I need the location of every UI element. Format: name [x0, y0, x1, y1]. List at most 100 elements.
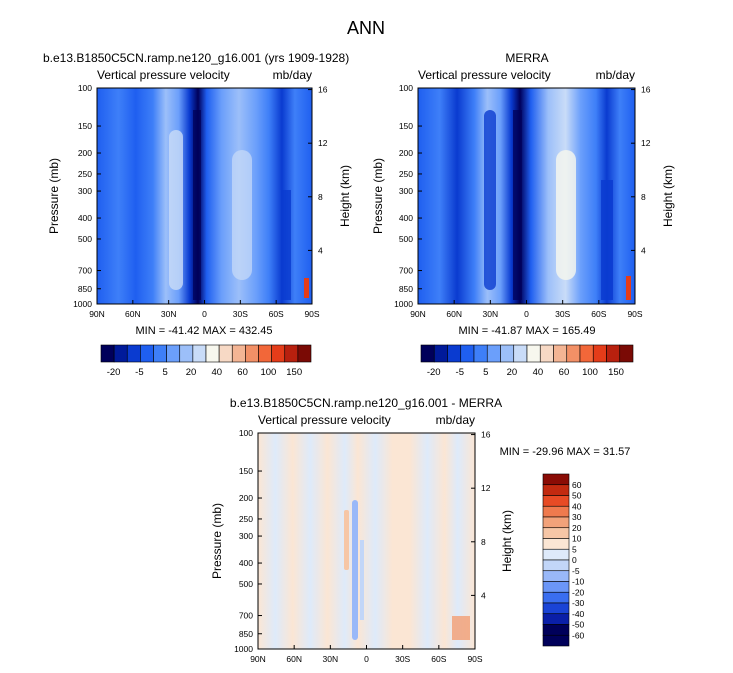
- model-colorbar-swatch: [153, 344, 167, 363]
- obs-height-tick-label: 4: [641, 245, 646, 255]
- model-x-tick-label: 90S: [304, 309, 319, 319]
- panel-obs-core-3: [556, 150, 576, 280]
- obs-y-tick-label: 1000: [394, 299, 413, 309]
- obs-colorbar-swatch: [592, 344, 607, 363]
- model-colorbar-swatch: [245, 344, 259, 363]
- obs-colorbar-swatch: [553, 344, 568, 363]
- model-height-tick-label: 12: [318, 138, 328, 148]
- model-y-tick-label: 400: [78, 213, 92, 223]
- diff-colorbar-label: 20: [572, 523, 582, 533]
- diff-x-tick-label: 60S: [431, 654, 446, 664]
- obs-y-tick-label: 150: [399, 121, 413, 131]
- diff-colorbar-swatch: [542, 624, 570, 636]
- diff-colorbar-swatch: [542, 516, 570, 529]
- panel-obs-red-patch: [626, 276, 631, 300]
- diff-y-tick-label: 850: [239, 629, 253, 639]
- model-colorbar-swatch: [231, 344, 246, 363]
- obs-colorbar-swatch: [513, 344, 528, 363]
- model-colorbar-label: 40: [212, 367, 223, 378]
- obs-colorbar-swatch: [433, 344, 448, 363]
- obs-colorbar-swatch: [500, 344, 515, 363]
- model-colorbar-swatch: [258, 344, 272, 363]
- diff-x-tick-label: 30N: [323, 654, 339, 664]
- model-height-tick-label: 16: [318, 85, 328, 95]
- model-x-tick-label: 30S: [233, 309, 248, 319]
- obs-x-tick-label: 30N: [483, 309, 499, 319]
- diff-colorbar-label: -20: [572, 587, 585, 597]
- panel-model: b.e13.B1850C5CN.ramp.ne120_g16.001 (yrs …: [43, 51, 352, 378]
- diff-colorbar-swatch: [542, 581, 570, 593]
- obs-colorbar-label: 40: [533, 367, 544, 378]
- model-y-tick-label: 700: [78, 266, 92, 276]
- diff-x-tick-label: 90S: [467, 654, 482, 664]
- model-colorbar-label: 20: [186, 367, 197, 378]
- diff-colorbar-swatch: [542, 505, 570, 518]
- diff-colorbar-swatch: [542, 591, 570, 604]
- diff-y-tick-label: 500: [239, 579, 253, 589]
- model-colorbar-label: -5: [135, 367, 143, 378]
- panel-model-core-4: [281, 190, 291, 300]
- model-colorbar-label: 60: [237, 367, 248, 378]
- obs-y-tick-label: 500: [399, 234, 413, 244]
- model-colorbar-swatch: [271, 344, 286, 363]
- diff-y-tick-label: 200: [239, 493, 253, 503]
- panel-diff-title: b.e13.B1850C5CN.ramp.ne120_g16.001 - MER…: [230, 396, 502, 410]
- obs-x-tick-label: 0: [524, 309, 529, 319]
- obs-colorbar-swatch: [447, 344, 462, 363]
- diff-colorbar-label: -30: [572, 598, 585, 608]
- obs-y-tick-label: 250: [399, 169, 413, 179]
- obs-y-tick-label: 300: [399, 186, 413, 196]
- model-y-tick-label: 1000: [73, 299, 92, 309]
- obs-colorbar-swatch: [526, 344, 541, 363]
- model-height-tick-label: 8: [318, 192, 323, 202]
- obs-colorbar-swatch: [486, 344, 501, 363]
- diff-x-tick-label: 60N: [286, 654, 302, 664]
- panel-obs-ylabel-right: Height (km): [661, 165, 675, 227]
- model-colorbar-label: 150: [286, 367, 302, 378]
- obs-height-tick-label: 12: [641, 138, 651, 148]
- panel-diff-streak-1: [344, 510, 349, 570]
- model-colorbar-label: 5: [163, 367, 168, 378]
- model-y-tick-label: 200: [78, 148, 92, 158]
- model-x-tick-label: 60S: [269, 309, 284, 319]
- diff-colorbar-label: 0: [572, 555, 577, 565]
- diff-colorbar-label: -60: [572, 630, 585, 640]
- model-x-tick-label: 0: [202, 309, 207, 319]
- panel-model-right-label: mb/day: [273, 68, 312, 82]
- model-y-tick-label: 500: [78, 234, 92, 244]
- diff-colorbar-label: -50: [572, 620, 585, 630]
- diff-colorbar-swatch: [542, 527, 570, 539]
- obs-colorbar-swatch: [420, 344, 435, 363]
- obs-colorbar-swatch: [539, 344, 554, 363]
- diff-x-tick-label: 90N: [250, 654, 266, 664]
- obs-colorbar-swatch: [619, 344, 634, 363]
- obs-colorbar-label: 5: [483, 367, 488, 378]
- model-y-tick-label: 150: [78, 121, 92, 131]
- panel-model-ylabel: Pressure (mb): [47, 158, 61, 234]
- model-colorbar-swatch: [192, 344, 207, 363]
- panel-diff-ylabel: Pressure (mb): [210, 503, 224, 579]
- obs-colorbar-label: 20: [507, 367, 518, 378]
- obs-y-tick-label: 850: [399, 284, 413, 294]
- diff-colorbar-label: -5: [572, 566, 580, 576]
- panel-diff-streak-2: [352, 500, 358, 640]
- panel-obs-stats: MIN = -41.87 MAX = 165.49: [459, 325, 596, 337]
- diff-colorbar-swatch: [542, 495, 570, 507]
- panel-diff-corner: [452, 616, 470, 640]
- panel-model-title: b.e13.B1850C5CN.ramp.ne120_g16.001 (yrs …: [43, 51, 349, 65]
- obs-colorbar-swatch: [473, 344, 488, 363]
- obs-colorbar-swatch: [606, 344, 621, 363]
- panel-diff-ylabel-right: Height (km): [500, 510, 514, 572]
- panel-obs-core-1: [484, 110, 496, 290]
- panel-diff-right-label: mb/day: [436, 413, 475, 427]
- diff-y-tick-label: 400: [239, 558, 253, 568]
- model-x-tick-label: 30N: [161, 309, 177, 319]
- diff-colorbar-swatch: [542, 559, 570, 572]
- diff-y-tick-label: 1000: [234, 644, 253, 654]
- panel-model-ylabel-right: Height (km): [338, 165, 352, 227]
- panel-obs: MERRA Vertical pressure velocity mb/day …: [371, 51, 675, 378]
- panel-obs-left-label: Vertical pressure velocity: [418, 68, 551, 82]
- obs-y-tick-label: 700: [399, 266, 413, 276]
- model-colorbar-swatch: [218, 344, 233, 363]
